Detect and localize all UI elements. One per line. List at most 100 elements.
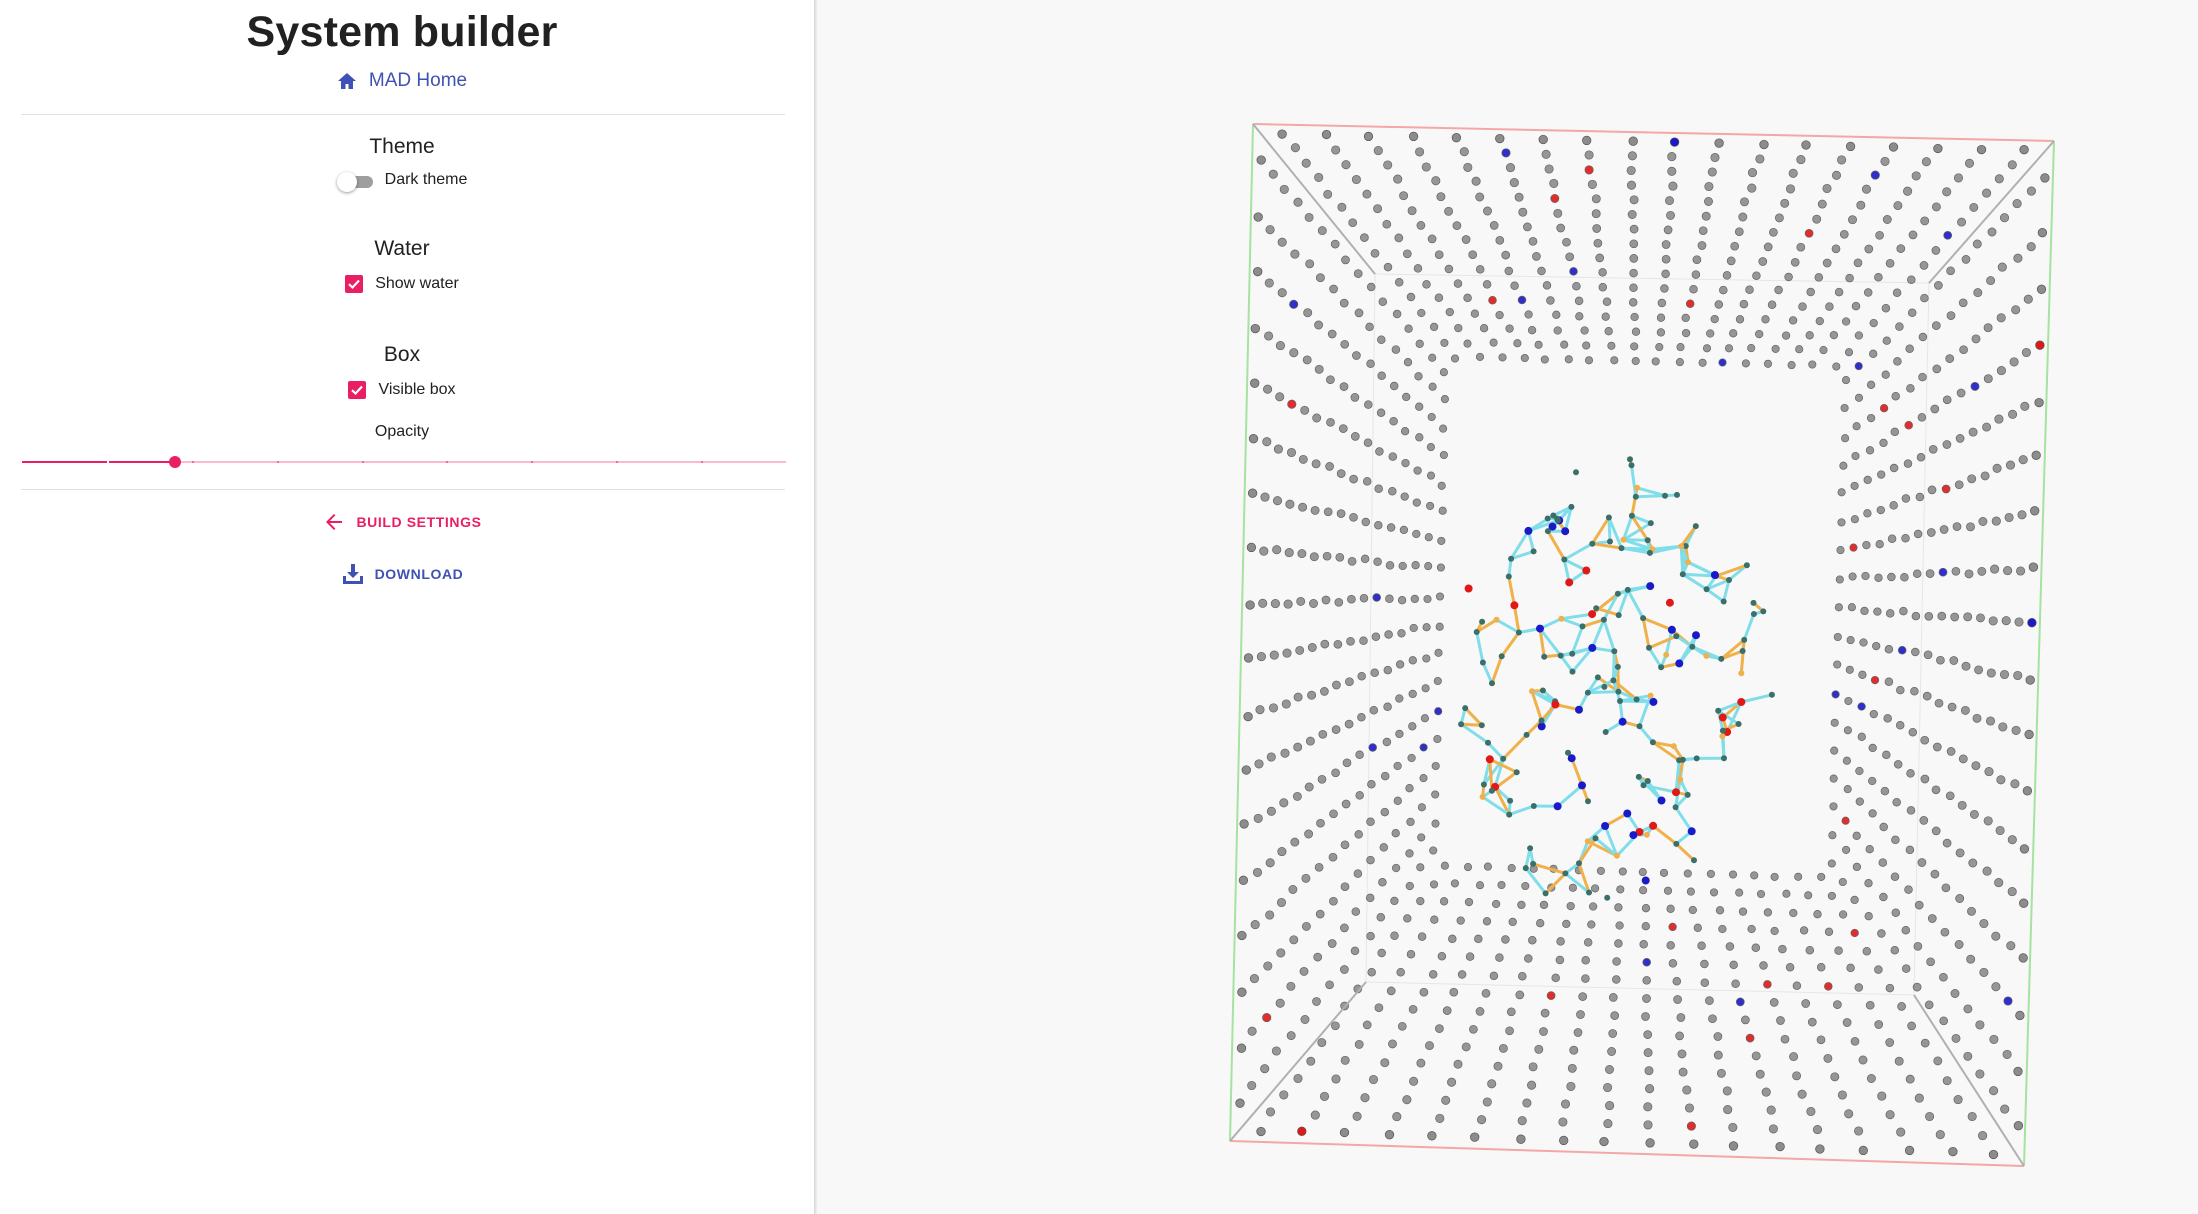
water-atom (1429, 322, 1439, 332)
visible-box-checkbox[interactable] (348, 381, 367, 399)
water-atom (1656, 313, 1666, 322)
water-atom (1591, 194, 1601, 204)
water-atom (1427, 1131, 1437, 1141)
protein-atom (1588, 610, 1597, 619)
water-atom (1366, 931, 1375, 941)
water-atom (1931, 826, 1941, 836)
water-atom (1357, 671, 1366, 681)
protein-atom (1462, 705, 1469, 712)
water-atom (1782, 889, 1791, 898)
water-atom (1426, 443, 1435, 452)
home-link[interactable]: MAD Home (0, 70, 804, 92)
protein-bond (1739, 693, 1774, 704)
water-atom (1642, 958, 1651, 967)
protein-atom (1584, 838, 1591, 845)
water-atom (2007, 160, 2017, 170)
protein-atom (1576, 860, 1582, 867)
water-atom (1448, 934, 1457, 944)
water-atom (1440, 338, 1449, 347)
protein-atom (1589, 540, 1596, 547)
water-atom (1424, 562, 1433, 571)
water-atom (1851, 301, 1861, 311)
water-atom (1914, 900, 1924, 910)
water-atom (1913, 529, 1923, 539)
water-atom (1325, 462, 1334, 471)
water-atom (1302, 355, 1312, 365)
water-atom (1953, 173, 1964, 183)
water-atom (1761, 1087, 1771, 1097)
water-atom (2000, 1104, 2010, 1114)
build-settings-button[interactable]: Build settings (0, 510, 804, 534)
water-atom (1945, 354, 1955, 363)
protein-bond (1603, 812, 1629, 828)
water-atom (1731, 979, 1740, 988)
protein-atom (1500, 755, 1507, 762)
download-button[interactable]: Download (0, 562, 804, 586)
water-atom (1431, 176, 1441, 186)
water-atom (1920, 1038, 1930, 1048)
water-atom (1517, 900, 1526, 910)
water-atom (1840, 403, 1849, 413)
water-atom (1994, 878, 2004, 888)
protein-atom (1553, 802, 1562, 811)
molecule-scene[interactable] (818, 0, 2198, 1214)
water-atom (1314, 172, 1324, 182)
water-atom (1901, 533, 1910, 543)
water-atom (1256, 1126, 1266, 1137)
water-atom (1934, 281, 1943, 290)
protein-atom (1743, 562, 1750, 569)
water-atom (1858, 1055, 1868, 1065)
water-atom (1930, 869, 1940, 879)
water-atom (1408, 689, 1417, 699)
water-atom (1614, 903, 1623, 912)
water-atom (1755, 1069, 1765, 1079)
water-atom (1403, 358, 1413, 367)
protein-bond (1664, 628, 1674, 657)
water-atom (1416, 1058, 1426, 1068)
water-atom (1405, 849, 1414, 858)
water-atom (1569, 1045, 1579, 1055)
water-atom (1581, 974, 1590, 983)
water-atom (1805, 331, 1814, 340)
protein-bond (1602, 592, 1620, 622)
water-atom (1314, 862, 1324, 872)
water-atom (1388, 452, 1398, 461)
water-atom (1985, 716, 1996, 726)
water-atom (1534, 340, 1543, 349)
water-atom (1263, 384, 1273, 394)
water-atom (1390, 931, 1399, 940)
water-atom (1838, 877, 1847, 887)
water-atom (1899, 606, 1908, 616)
water-atom (1885, 609, 1895, 618)
water-atom (1927, 914, 1937, 923)
water-atom (1874, 965, 1883, 974)
protein-atom (1610, 677, 1617, 684)
protein-atom (1530, 803, 1537, 809)
protein-atom (1613, 852, 1620, 859)
slider-thumb[interactable] (168, 456, 181, 468)
protein-atom (1605, 514, 1612, 521)
opacity-slider[interactable] (22, 452, 786, 472)
water-atom (1419, 774, 1428, 783)
water-atom (2022, 786, 2033, 796)
show-water-checkbox[interactable] (345, 275, 364, 293)
water-atom (1277, 288, 1287, 298)
dark-theme-switch[interactable] (336, 170, 373, 192)
water-atom (1399, 191, 1409, 201)
water-atom (1863, 509, 1872, 518)
water-atom (1336, 469, 1346, 478)
protein-atom (1602, 729, 1609, 735)
molecule-3d-viewer[interactable] (818, 0, 2198, 1214)
water-atom (1396, 968, 1405, 977)
water-atom (1412, 498, 1421, 507)
water-atom (1489, 971, 1499, 981)
water-atom (1868, 809, 1877, 818)
water-atom (1846, 636, 1855, 645)
water-atom (1408, 722, 1417, 731)
water-atom (1892, 288, 1902, 297)
water-atom (1882, 750, 1891, 760)
protein-atom (1667, 625, 1676, 634)
protein-atom (1584, 689, 1591, 696)
water-atom (1683, 869, 1692, 878)
protein-bond (1570, 756, 1584, 787)
